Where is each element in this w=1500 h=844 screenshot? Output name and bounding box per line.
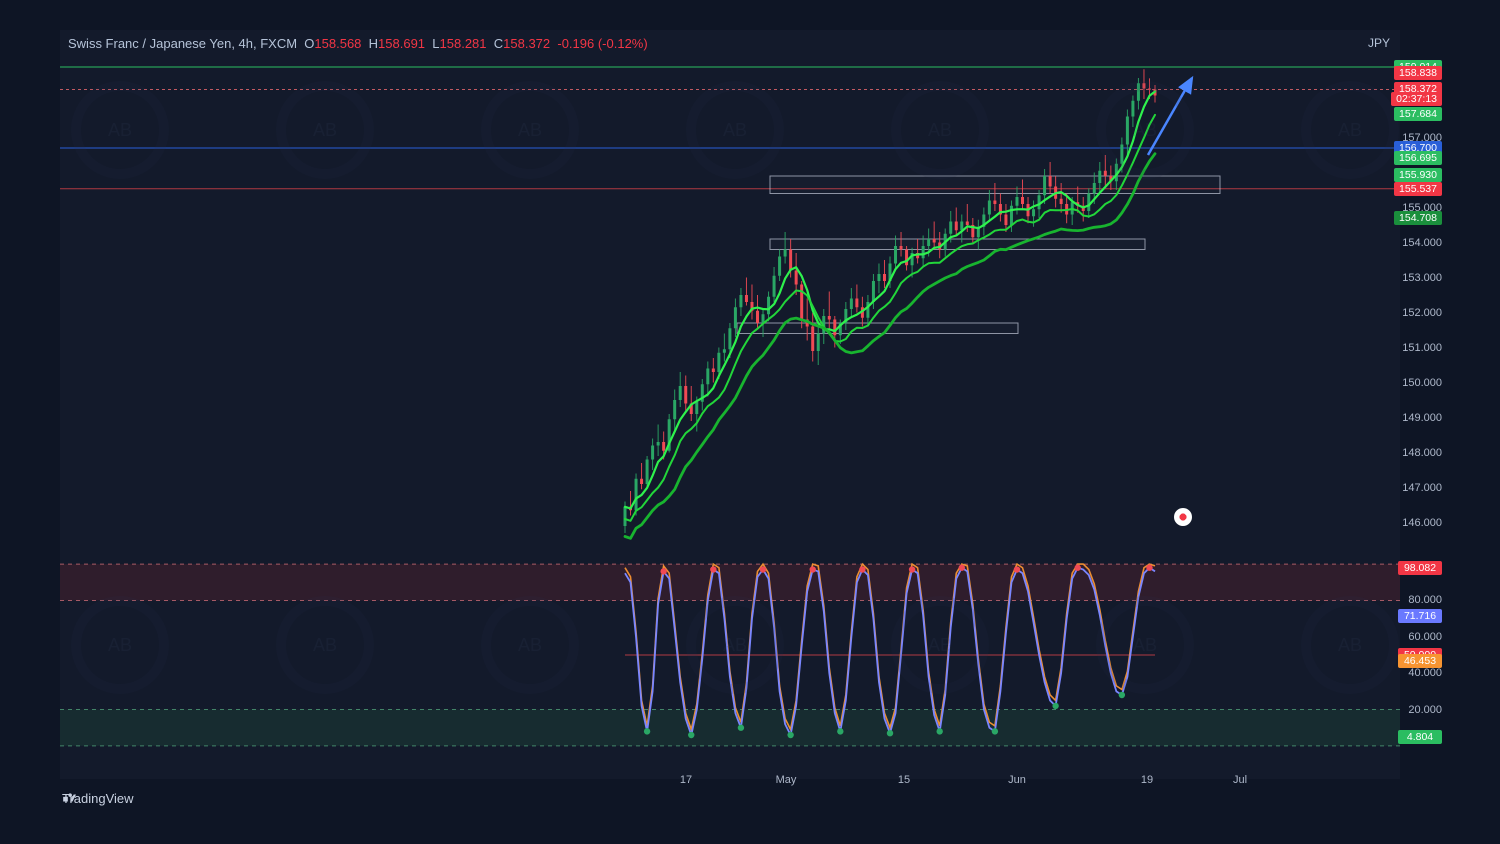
time-tick: May xyxy=(776,774,797,786)
osc-badge: 4.804 xyxy=(1398,730,1442,744)
price-tick: 148.000 xyxy=(1402,447,1442,459)
svg-text:AB: AB xyxy=(928,635,952,655)
price-tick: 154.000 xyxy=(1402,237,1442,249)
svg-text:AB: AB xyxy=(518,635,542,655)
osc-badge: 98.082 xyxy=(1398,561,1442,575)
svg-text:AB: AB xyxy=(723,635,747,655)
svg-text:AB: AB xyxy=(108,120,132,140)
time-tick: 19 xyxy=(1141,774,1153,786)
svg-text:AB: AB xyxy=(723,120,747,140)
price-tick: 147.000 xyxy=(1402,482,1442,494)
osc-tick: 20.000 xyxy=(1408,704,1442,716)
osc-badge: 71.716 xyxy=(1398,609,1442,623)
price-badge: 157.684 xyxy=(1394,107,1442,121)
osc-tick: 60.000 xyxy=(1408,631,1442,643)
chart-svg: AB AB AB AB AB AB AB AB AB AB AB AB AB AB xyxy=(0,0,1500,844)
svg-text:AB: AB xyxy=(518,120,542,140)
price-badge: 158.838 xyxy=(1394,66,1442,80)
price-badge: 156.695 xyxy=(1394,151,1442,165)
price-badge: 154.708 xyxy=(1394,211,1442,225)
svg-text:AB: AB xyxy=(108,635,132,655)
price-tick: 151.000 xyxy=(1402,342,1442,354)
svg-text:AB: AB xyxy=(1133,120,1157,140)
tradingview-icon xyxy=(62,791,76,805)
svg-text:AB: AB xyxy=(1338,120,1362,140)
price-tick: 149.000 xyxy=(1402,412,1442,424)
price-tick: 146.000 xyxy=(1402,517,1442,529)
svg-text:AB: AB xyxy=(1133,635,1157,655)
price-badge: 155.930 xyxy=(1394,168,1442,182)
svg-text:AB: AB xyxy=(928,120,952,140)
svg-text:AB: AB xyxy=(1338,635,1362,655)
price-badge: 155.537 xyxy=(1394,182,1442,196)
price-tick: 150.000 xyxy=(1402,377,1442,389)
time-tick: Jun xyxy=(1008,774,1026,786)
osc-badge: 46.453 xyxy=(1398,654,1442,668)
price-axis-labels: 159.000158.000157.000156.000155.000154.0… xyxy=(1400,0,1500,844)
time-tick: Jul xyxy=(1233,774,1247,786)
osc-tick: 80.000 xyxy=(1408,594,1442,606)
time-tick: 17 xyxy=(680,774,692,786)
price-badge: 02:37:13 xyxy=(1391,92,1442,106)
time-tick: 15 xyxy=(898,774,910,786)
chart-stage: Swiss Franc / Japanese Yen, 4h, FXCM O15… xyxy=(0,0,1500,844)
osc-tick: 40.000 xyxy=(1408,667,1442,679)
price-tick: 153.000 xyxy=(1402,272,1442,284)
svg-text:AB: AB xyxy=(313,635,337,655)
time-axis-labels: 17 May 15 Jun 19 Jul xyxy=(0,774,1500,792)
attribution: TradingView xyxy=(62,791,134,806)
svg-text:AB: AB xyxy=(313,120,337,140)
price-tick: 152.000 xyxy=(1402,307,1442,319)
